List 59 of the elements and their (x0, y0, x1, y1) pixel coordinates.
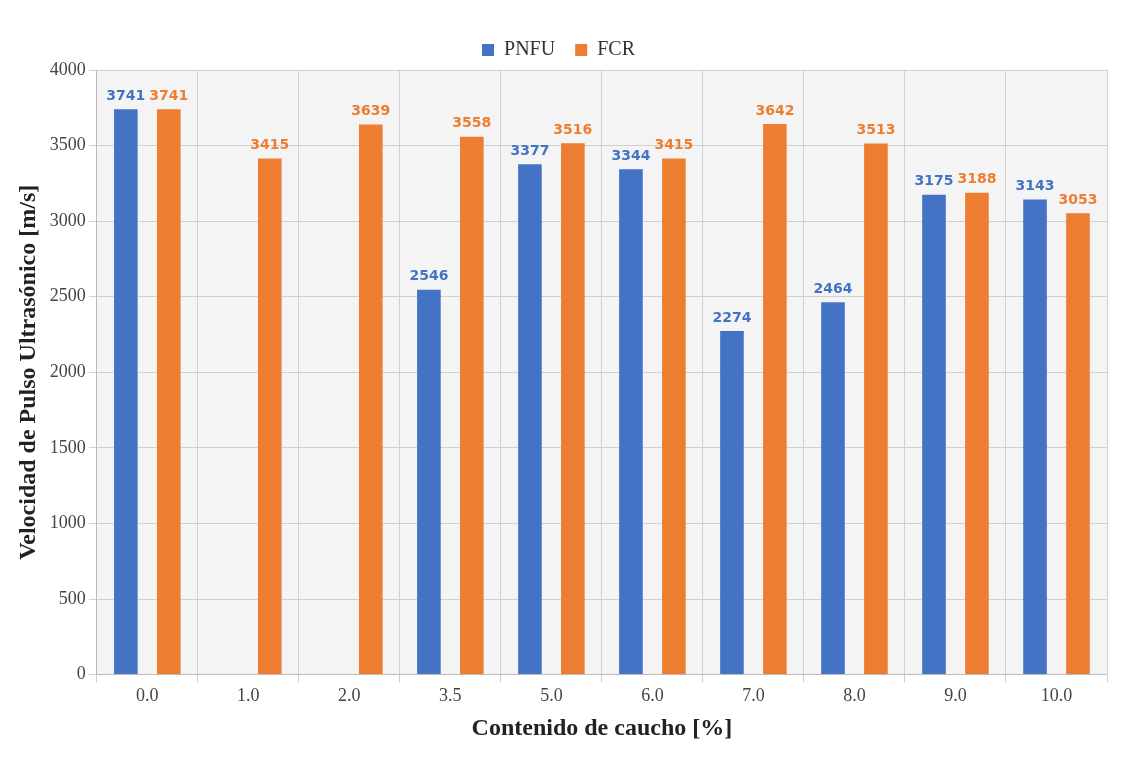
y-tick-label: 3000 (49, 209, 86, 230)
y-axis-title: Velocidad de Pulso Ultrasónico [m/s] (13, 184, 40, 560)
y-tick-label: 1000 (49, 512, 86, 533)
data-label: 3642 (755, 101, 795, 118)
bar (965, 192, 989, 675)
bar (763, 124, 787, 675)
bar (1023, 199, 1047, 675)
data-label: 3516 (553, 120, 593, 137)
data-label: 3053 (1058, 190, 1098, 207)
data-label: 3188 (957, 170, 997, 187)
data-label: 3344 (611, 146, 651, 163)
data-label: 3741 (149, 86, 189, 103)
y-tick-label: 1500 (49, 436, 86, 457)
y-tick-label: 2500 (49, 285, 86, 306)
data-label: 2464 (813, 279, 853, 296)
x-tick-label: 5.0 (540, 685, 563, 706)
x-tick-label: 7.0 (742, 685, 765, 706)
data-label: 3558 (452, 114, 492, 131)
x-tick-label: 6.0 (641, 685, 664, 706)
bar (1066, 213, 1090, 675)
data-label: 3415 (654, 136, 694, 153)
bar (359, 124, 383, 675)
x-axis-title: Contenido de caucho [%] (471, 713, 733, 740)
data-label: 3415 (250, 136, 290, 153)
bar (864, 143, 888, 675)
bar (821, 302, 845, 675)
bar (662, 158, 686, 675)
bar (619, 169, 643, 675)
legend-label: PNFU (504, 37, 556, 60)
y-tick-label: 4000 (49, 58, 86, 79)
bar (518, 164, 542, 675)
x-tick-label: 8.0 (843, 685, 866, 706)
y-tick-label: 0 (76, 663, 86, 684)
data-label: 3143 (1015, 177, 1055, 194)
bar (561, 143, 585, 675)
bar (720, 330, 744, 675)
bar (156, 109, 181, 675)
y-tick-label: 500 (58, 587, 86, 608)
bar (257, 158, 282, 675)
x-tick-label: 3.5 (439, 685, 462, 706)
bar (114, 109, 138, 675)
data-label: 2274 (712, 308, 752, 325)
data-label: 3639 (351, 102, 391, 119)
y-tick-label: 3500 (49, 134, 86, 155)
bar (417, 289, 441, 675)
bar (460, 136, 484, 675)
x-tick-label: 2.0 (338, 685, 361, 706)
data-label: 3377 (510, 141, 550, 158)
x-tick-label: 1.0 (237, 685, 260, 706)
x-tick-label: 10.0 (1040, 685, 1073, 706)
data-label: 3741 (106, 86, 146, 103)
legend-label: FCR (597, 37, 636, 60)
data-label: 3513 (856, 121, 896, 138)
bar (922, 194, 946, 675)
data-label: 3175 (914, 172, 954, 189)
y-tick-label: 2000 (49, 361, 86, 382)
data-label: 2546 (409, 267, 449, 284)
x-tick-label: 9.0 (944, 685, 967, 706)
x-tick-label: 0.0 (136, 685, 159, 706)
